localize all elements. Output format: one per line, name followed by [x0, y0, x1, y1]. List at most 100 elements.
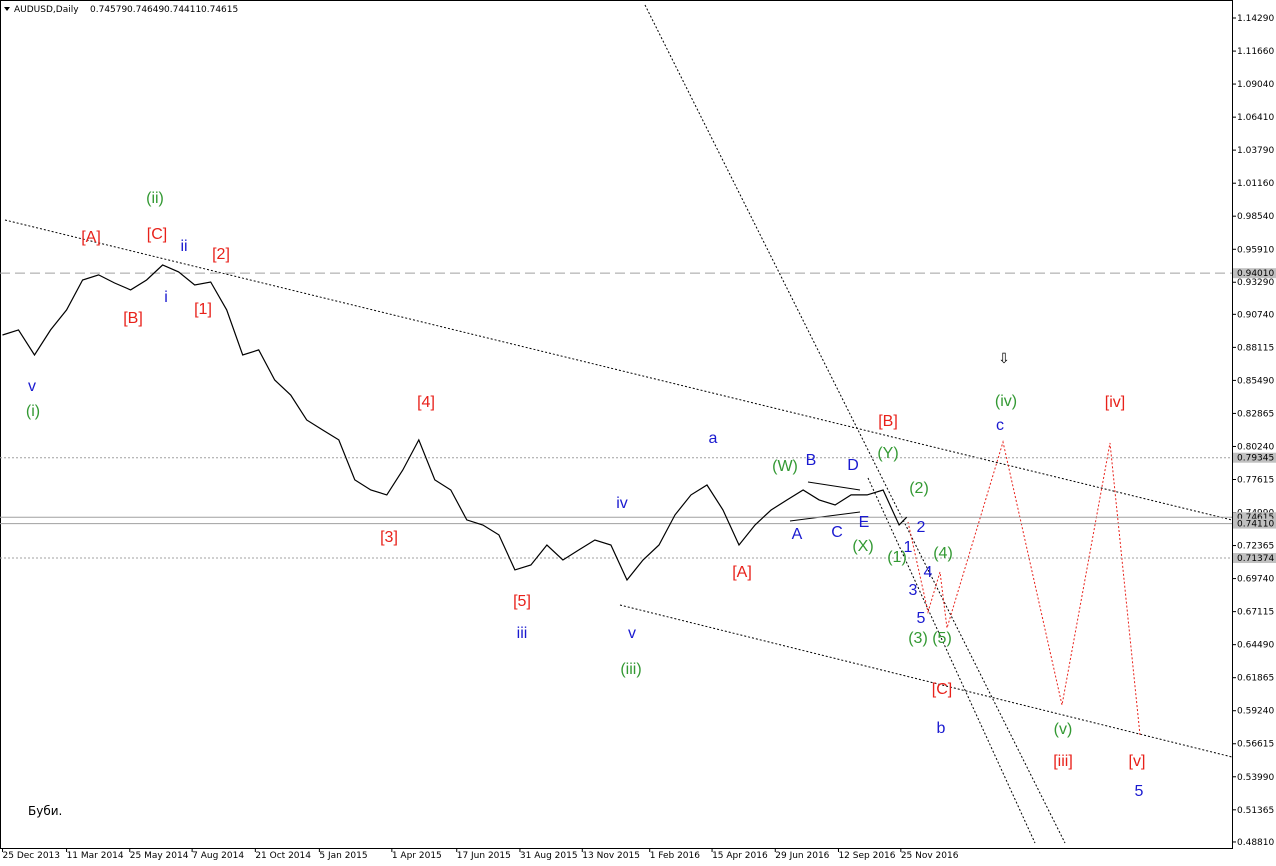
quote-value: 0.74615 — [201, 5, 238, 15]
x-tick-label: 29 Jun 2016 — [775, 851, 829, 861]
triangle-line — [807, 481, 861, 491]
wave-label: 1 — [904, 539, 913, 556]
wave-label: a — [709, 430, 718, 447]
plot-frame — [0, 0, 1233, 849]
wave-label: (i) — [26, 403, 40, 420]
wave-label: 5 — [917, 610, 926, 627]
wave-label: (Y) — [877, 445, 898, 462]
wave-label: [3] — [380, 529, 398, 546]
x-tick-label: 25 Nov 2016 — [901, 851, 959, 861]
wave-label: b — [937, 720, 946, 737]
wave-label: (iv) — [995, 393, 1017, 410]
wave-label: ii — [180, 238, 187, 255]
y-tick-label: 1.01160 — [1237, 179, 1274, 189]
x-tick-label: 25 Dec 2013 — [3, 851, 61, 861]
wave-label: (v) — [1054, 721, 1073, 738]
x-tick-label: 12 Sep 2016 — [838, 851, 895, 861]
wave-label: B — [806, 452, 817, 469]
wave-label: 4 — [924, 564, 933, 581]
wave-label: [iii] — [1053, 753, 1073, 770]
quote-value: 0.74649 — [127, 5, 164, 15]
x-tick-label: 13 Nov 2015 — [582, 851, 640, 861]
wave-label: iii — [517, 625, 528, 642]
x-tick-label: 31 Aug 2015 — [520, 851, 578, 861]
y-tick-label: 1.11660 — [1237, 47, 1274, 57]
wave-label: 2 — [917, 519, 926, 536]
quote-value: 0.74579 — [90, 5, 127, 15]
y-tick-label: 1.09040 — [1237, 80, 1274, 90]
level-label: 0.74615 — [1237, 513, 1274, 523]
level-label: 0.79345 — [1237, 454, 1274, 464]
level-label: 0.71374 — [1237, 554, 1274, 564]
y-tick-label: 0.56615 — [1237, 740, 1274, 750]
trend-line — [867, 477, 1036, 844]
wave-label: [2] — [212, 246, 230, 263]
wave-label: (iii) — [620, 661, 641, 678]
x-tick-label: 15 Apr 2016 — [712, 851, 768, 861]
y-tick-label: 1.03790 — [1237, 146, 1274, 156]
x-tick-label: 11 Mar 2014 — [67, 851, 124, 861]
y-tick-label: 1.06410 — [1237, 113, 1274, 123]
x-tick-label: 1 Apr 2015 — [392, 851, 442, 861]
wave-label: [A] — [732, 564, 752, 581]
chart-title: AUDUSD,Daily — [14, 5, 79, 15]
wave-label: (4) — [933, 545, 953, 562]
wave-label: i — [164, 289, 168, 306]
wave-label: [C] — [932, 681, 952, 698]
wave-label: (W) — [772, 458, 798, 475]
trend-line — [4, 219, 1233, 521]
wave-label: (5) — [932, 630, 952, 647]
wave-label: [A] — [81, 229, 101, 246]
x-tick-label: 5 Jan 2015 — [319, 851, 367, 861]
y-tick-label: 0.90740 — [1237, 310, 1274, 320]
wave-label: C — [831, 524, 843, 541]
wave-label: [B] — [123, 310, 143, 327]
wave-label: A — [792, 526, 803, 543]
wave-label: (3) — [908, 630, 928, 647]
y-tick-label: 0.64490 — [1237, 641, 1274, 651]
trend-line — [644, 4, 1066, 844]
x-tick-label: 17 Jun 2015 — [457, 851, 511, 861]
wave-label: [B] — [878, 413, 898, 430]
trend-lines: ⇩ — [4, 4, 1233, 844]
trend-line — [619, 604, 1233, 758]
y-tick-label: 0.85490 — [1237, 376, 1274, 386]
price-line — [2, 264, 908, 582]
wave-label: v — [628, 625, 636, 642]
x-tick-label: 7 Aug 2014 — [192, 851, 244, 861]
level-label: 0.74110 — [1237, 520, 1274, 530]
level-label-bg — [1233, 452, 1276, 463]
y-tick-label: 0.98540 — [1237, 212, 1274, 222]
y-tick-label: 0.59240 — [1237, 707, 1274, 717]
level-label-bg — [1233, 553, 1276, 564]
x-tick-label: 25 May 2014 — [130, 851, 189, 861]
menu-arrow — [4, 7, 10, 11]
wave-label: [C] — [147, 226, 167, 243]
wave-label: iv — [616, 495, 628, 512]
y-tick-label: 0.93290 — [1237, 278, 1274, 288]
y-tick-label: 0.88115 — [1237, 343, 1274, 353]
level-label: 0.94010 — [1237, 269, 1274, 279]
y-tick-label: 0.72365 — [1237, 542, 1274, 552]
wave-label: 5 — [1135, 783, 1144, 800]
y-tick-label: 1.14290 — [1237, 14, 1274, 24]
triangle-line — [789, 511, 861, 522]
y-tick-label: 0.67115 — [1237, 608, 1274, 618]
x-tick-label: 1 Feb 2016 — [650, 851, 701, 861]
wave-label: (1) — [887, 549, 907, 566]
level-label-bg — [1233, 512, 1276, 523]
y-tick-label: 0.53990 — [1237, 773, 1274, 783]
wave-label: [4] — [417, 394, 435, 411]
wave-label: (ii) — [146, 190, 164, 207]
wave-label: E — [859, 514, 870, 531]
caption: Буби. — [28, 804, 62, 818]
y-tick-label: 0.77615 — [1237, 475, 1274, 485]
wave-label: [1] — [194, 301, 212, 318]
y-tick-label: 0.48810 — [1237, 838, 1274, 848]
wave-label: v — [28, 378, 36, 395]
arrow-icon: ⇩ — [998, 351, 1010, 367]
y-tick-label: 0.69740 — [1237, 575, 1274, 585]
y-tick-label: 0.82865 — [1237, 409, 1274, 419]
level-label-bg — [1233, 518, 1276, 529]
